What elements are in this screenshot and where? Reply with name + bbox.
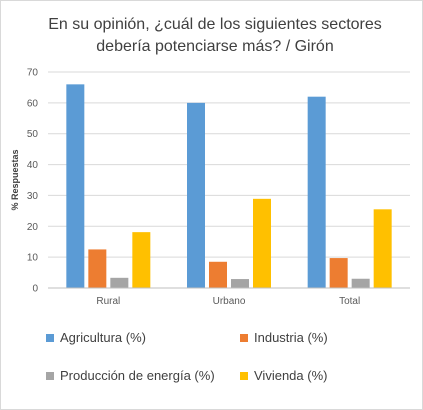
y-axis-label: % Respuestas — [10, 149, 20, 210]
bar-total-0 — [307, 96, 326, 288]
legend-item-agricultura: Agricultura (%) — [46, 330, 146, 345]
y-tick-label-10: 10 — [27, 253, 39, 264]
bar-rural-1 — [88, 249, 107, 288]
y-tick-label-60: 60 — [27, 98, 39, 109]
legend-item-vivienda: Vivienda (%) — [240, 368, 327, 383]
bar-urbano-3 — [253, 198, 271, 288]
legend-label-vivienda: Vivienda (%) — [254, 368, 328, 383]
y-tick-label-50: 50 — [27, 129, 39, 140]
bar-rural-0 — [66, 84, 85, 288]
bar-total-2 — [351, 278, 370, 288]
x-tick-label-rural: Rural — [96, 296, 120, 307]
bar-chart: 0 10 20 30 40 50 60 70 % Respuestas Rural Urbano To… — [10, 68, 410, 307]
x-tick-label-total: Total — [339, 296, 360, 307]
legend-item-produccion: Producción de energía (%) — [46, 368, 215, 383]
y-tick-label-70: 70 — [27, 68, 39, 79]
chart-legend: Agricultura (%) Industria (%) Producción… — [0, 320, 423, 400]
legend-swatch-agricultura — [46, 333, 54, 342]
legend-swatch-produccion — [46, 371, 54, 380]
bar-total-3 — [373, 209, 392, 288]
legend-item-industria: Industria (%) — [240, 330, 328, 345]
legend-label-produccion: Producción de energía (%) — [60, 368, 215, 383]
y-tick-label-40: 40 — [27, 160, 39, 171]
legend-label-agricultura: Agricultura (%) — [60, 330, 146, 345]
y-tick-label-30: 30 — [27, 191, 39, 202]
bar-rural-2 — [110, 277, 129, 288]
x-tick-label-urbano: Urbano — [213, 296, 246, 307]
chart-title-line-1: En su opinión, ¿cuál de los siguientes s… — [48, 16, 382, 33]
bar-urbano-2 — [231, 279, 249, 288]
chart-title: En su opinión, ¿cuál de los siguientes s… — [20, 14, 410, 58]
legend-label-industria: Industria (%) — [254, 330, 328, 345]
bar-urbano-1 — [209, 261, 227, 288]
legend-swatch-vivienda — [240, 371, 248, 380]
bar-rural-3 — [132, 232, 151, 288]
y-tick-label-20: 20 — [27, 222, 39, 233]
legend-swatch-industria — [240, 333, 248, 342]
y-tick-label-0: 0 — [32, 284, 38, 295]
chart-title-line-2: debería potenciarse más? / Girón — [96, 38, 334, 55]
bar-total-1 — [329, 258, 348, 288]
bar-urbano-0 — [187, 102, 205, 288]
